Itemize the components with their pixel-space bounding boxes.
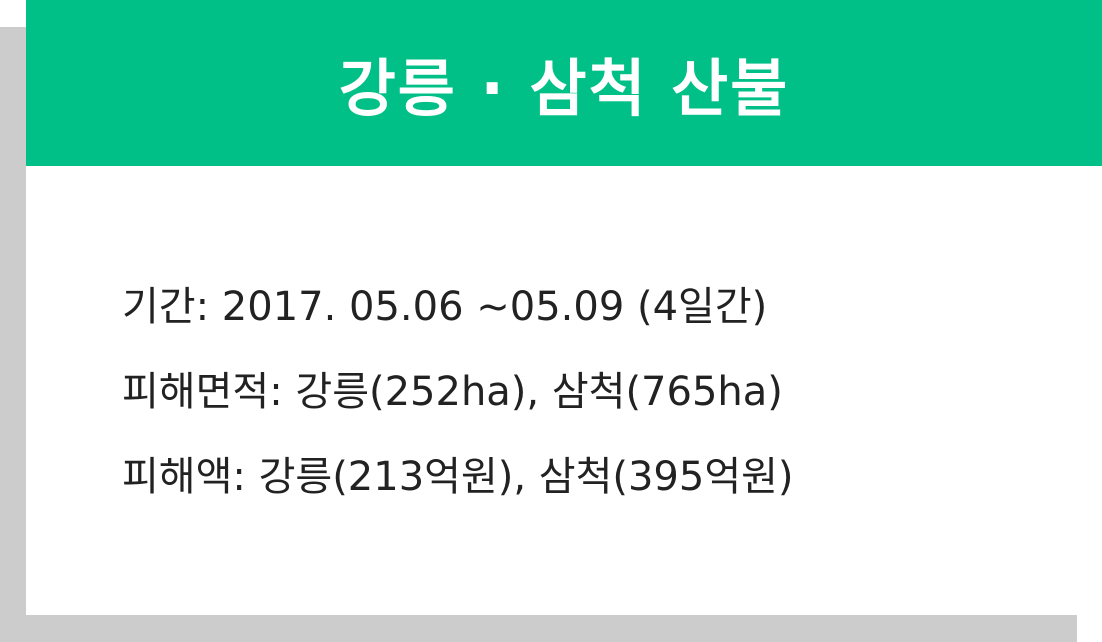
damage-amount-line: 피해액: 강릉(213억원), 삼척(395억원)	[122, 454, 794, 500]
damage-area-line: 피해면적: 강릉(252ha), 삼척(765ha)	[122, 369, 783, 415]
period-line: 기간: 2017. 05.06 ~05.09 (4일간)	[122, 284, 768, 330]
info-card: 강릉 · 삼척 산불 기간: 2017. 05.06 ~05.09 (4일간) …	[26, 0, 1102, 615]
info-list: 기간: 2017. 05.06 ~05.09 (4일간) 피해면적: 강릉(25…	[122, 282, 1082, 537]
card-header: 강릉 · 삼척 산불	[26, 0, 1102, 166]
card-title: 강릉 · 삼척 산불	[338, 52, 790, 125]
